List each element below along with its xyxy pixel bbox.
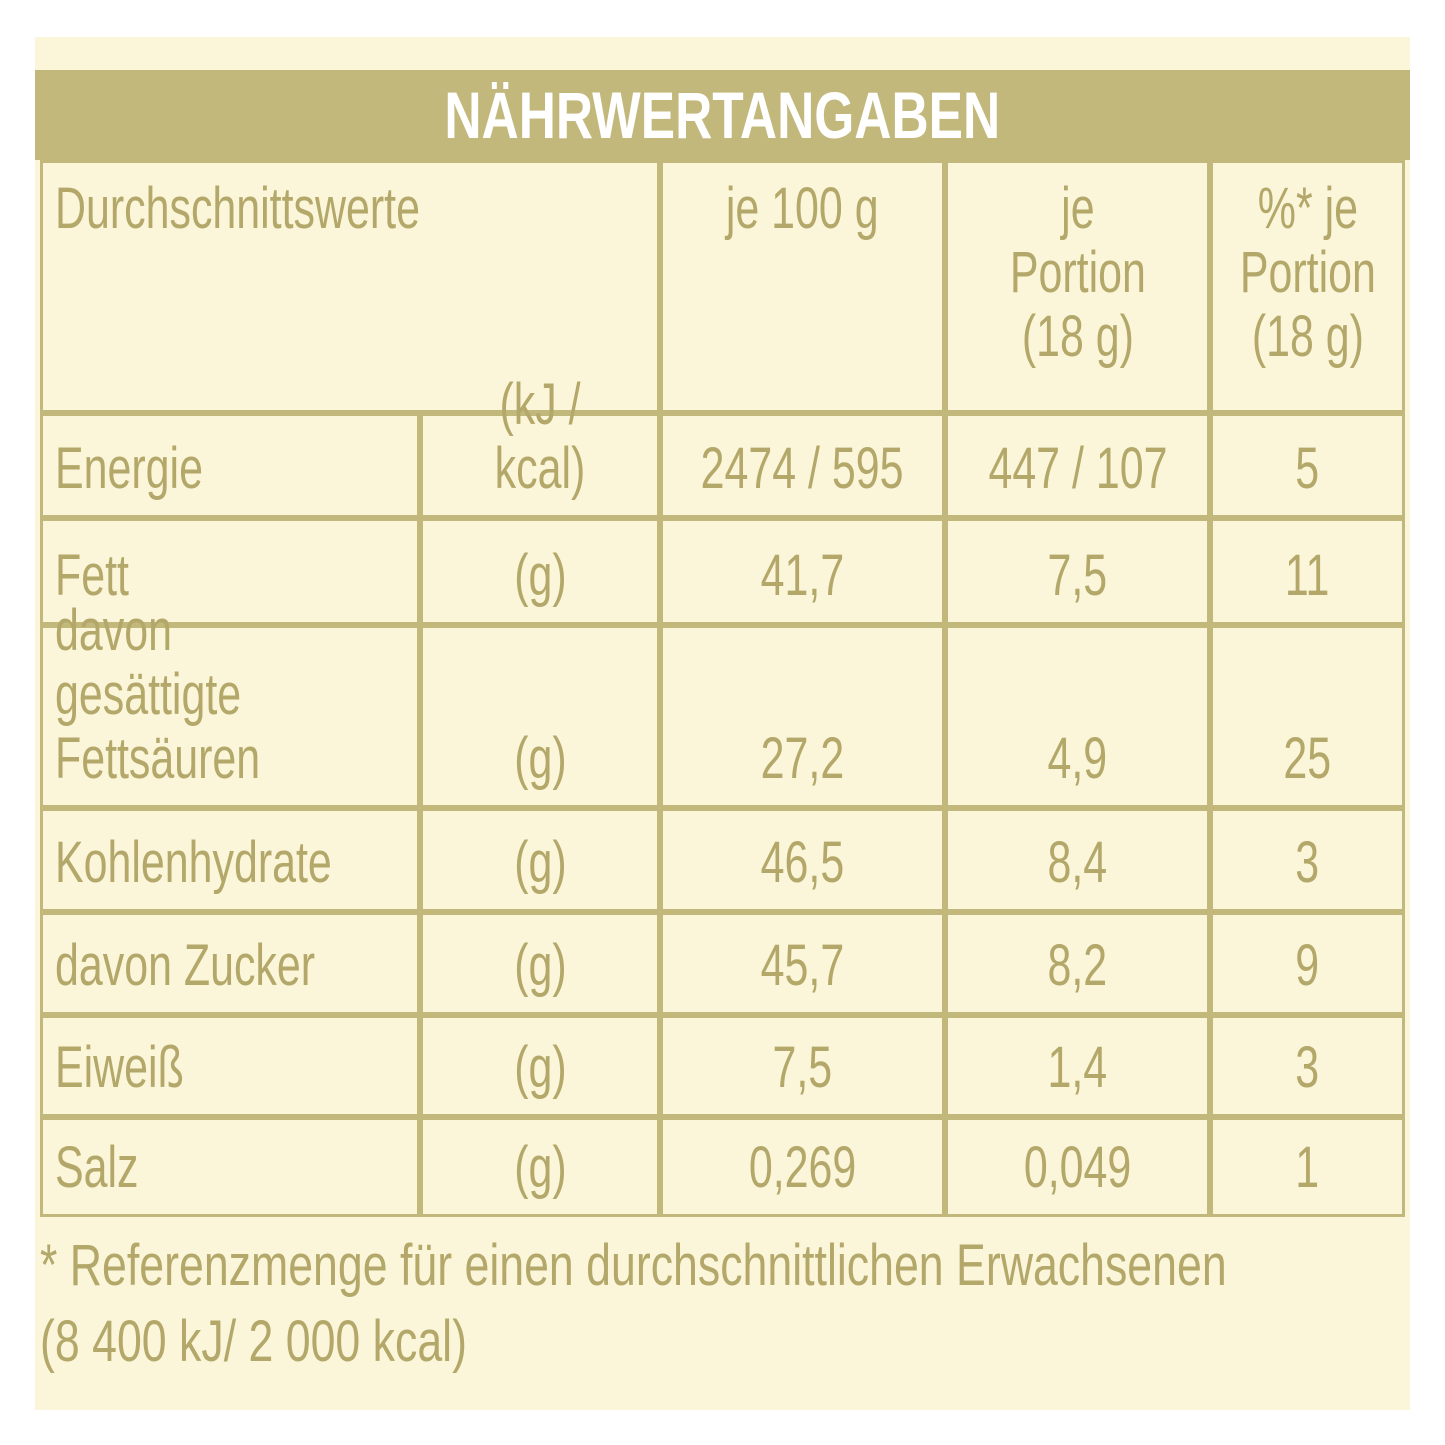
value-text: 1,4 bbox=[1047, 1035, 1108, 1100]
value: 7,5 bbox=[945, 518, 1210, 625]
value-text: 7,5 bbox=[1047, 543, 1108, 608]
value: 0,049 bbox=[945, 1117, 1210, 1217]
value-text: 7,5 bbox=[772, 1035, 833, 1100]
row-label: Fett bbox=[40, 518, 420, 625]
value-text: 9 bbox=[1295, 933, 1320, 998]
row-label-text: Salz bbox=[55, 1135, 139, 1200]
row-label-text: Fett bbox=[55, 543, 129, 608]
row-label: davon Zucker bbox=[40, 912, 420, 1015]
value-text: 3 bbox=[1295, 830, 1320, 895]
value: 447 / 107 bbox=[945, 413, 1210, 518]
value-text: 2474 / 595 bbox=[701, 436, 904, 501]
unit: (kJ / kcal) bbox=[420, 373, 660, 518]
value: 45,7 bbox=[660, 912, 945, 1015]
column-header-text: Durchschnittswerte bbox=[55, 176, 420, 241]
column-header-text: je 100 g bbox=[726, 176, 879, 241]
column-header: je Portion (18 g) bbox=[945, 160, 1210, 413]
row-label-text: Energie bbox=[55, 436, 203, 501]
value-text: 4,9 bbox=[1047, 726, 1108, 791]
footnote-text: (8 400 kJ/ 2 000 kcal) bbox=[40, 1309, 467, 1374]
value: 11 bbox=[1210, 518, 1405, 625]
value: 8,2 bbox=[945, 912, 1210, 1015]
title-band: NÄHRWERTANGABEN bbox=[35, 70, 1410, 160]
unit: (g) bbox=[420, 625, 660, 808]
value-text: 3 bbox=[1295, 1035, 1320, 1100]
row-label: Kohlenhydrate bbox=[40, 808, 420, 912]
row-label-text: Kohlenhydrate bbox=[55, 830, 332, 895]
value-text: 46,5 bbox=[760, 830, 845, 895]
value: 3 bbox=[1210, 1015, 1405, 1117]
unit: (g) bbox=[420, 1015, 660, 1117]
value: 9 bbox=[1210, 912, 1405, 1015]
value-text: 5 bbox=[1295, 436, 1320, 501]
title: NÄHRWERTANGABEN bbox=[444, 78, 1001, 152]
column-header-text: je Portion (18 g) bbox=[1009, 176, 1146, 369]
value: 25 bbox=[1210, 625, 1405, 808]
label-panel bbox=[35, 37, 1410, 1410]
column-header: Durchschnittswerte bbox=[40, 160, 660, 413]
row-label-text: davon Zucker bbox=[55, 933, 316, 998]
footnote-line: * Referenzmenge für einen durchschnittli… bbox=[40, 1228, 1445, 1304]
value-text: 27,2 bbox=[760, 726, 845, 791]
row-label: davon gesättigte Fettsäuren bbox=[40, 599, 420, 808]
value: 41,7 bbox=[660, 518, 945, 625]
unit: (g) bbox=[420, 912, 660, 1015]
value-text: 25 bbox=[1283, 726, 1332, 791]
value-text: 8,4 bbox=[1047, 830, 1108, 895]
value-text: 41,7 bbox=[760, 543, 845, 608]
unit-text: (g) bbox=[513, 933, 567, 998]
unit-text: (g) bbox=[513, 726, 567, 791]
value: 46,5 bbox=[660, 808, 945, 912]
value: 0,269 bbox=[660, 1117, 945, 1217]
value: 1,4 bbox=[945, 1015, 1210, 1117]
unit-text: (g) bbox=[513, 543, 567, 608]
value-text: 11 bbox=[1285, 543, 1330, 608]
value: 7,5 bbox=[660, 1015, 945, 1117]
unit-text: (kJ / kcal) bbox=[494, 372, 586, 501]
value: 8,4 bbox=[945, 808, 1210, 912]
value-text: 45,7 bbox=[760, 933, 845, 998]
value: 4,9 bbox=[945, 625, 1210, 808]
value-text: 1 bbox=[1295, 1135, 1320, 1200]
column-header-text: %* je Portion (18 g) bbox=[1239, 176, 1376, 369]
row-label-text: Eiweiß bbox=[55, 1035, 184, 1100]
unit-text: (g) bbox=[513, 830, 567, 895]
row-label: Salz bbox=[40, 1117, 420, 1217]
value-text: 447 / 107 bbox=[987, 436, 1167, 501]
value-text: 8,2 bbox=[1047, 933, 1108, 998]
footnote-line: (8 400 kJ/ 2 000 kcal) bbox=[40, 1304, 1445, 1380]
value: 27,2 bbox=[660, 625, 945, 808]
value: 2474 / 595 bbox=[660, 413, 945, 518]
value: 1 bbox=[1210, 1117, 1405, 1217]
row-label: Energie bbox=[40, 413, 420, 518]
value-text: 0,269 bbox=[748, 1135, 857, 1200]
column-header: je 100 g bbox=[660, 160, 945, 413]
row-label-text: davon gesättigte Fettsäuren bbox=[55, 598, 261, 791]
value-text: 0,049 bbox=[1023, 1135, 1132, 1200]
unit-text: (g) bbox=[513, 1135, 567, 1200]
row-label: Eiweiß bbox=[40, 1015, 420, 1117]
unit: (g) bbox=[420, 1117, 660, 1217]
unit: (g) bbox=[420, 808, 660, 912]
value: 3 bbox=[1210, 808, 1405, 912]
unit-text: (g) bbox=[513, 1035, 567, 1100]
column-header: %* je Portion (18 g) bbox=[1210, 160, 1405, 413]
footnote-text: * Referenzmenge für einen durchschnittli… bbox=[40, 1233, 1227, 1298]
value: 5 bbox=[1210, 413, 1405, 518]
footnote: * Referenzmenge für einen durchschnittli… bbox=[40, 1228, 1445, 1380]
unit: (g) bbox=[420, 518, 660, 625]
